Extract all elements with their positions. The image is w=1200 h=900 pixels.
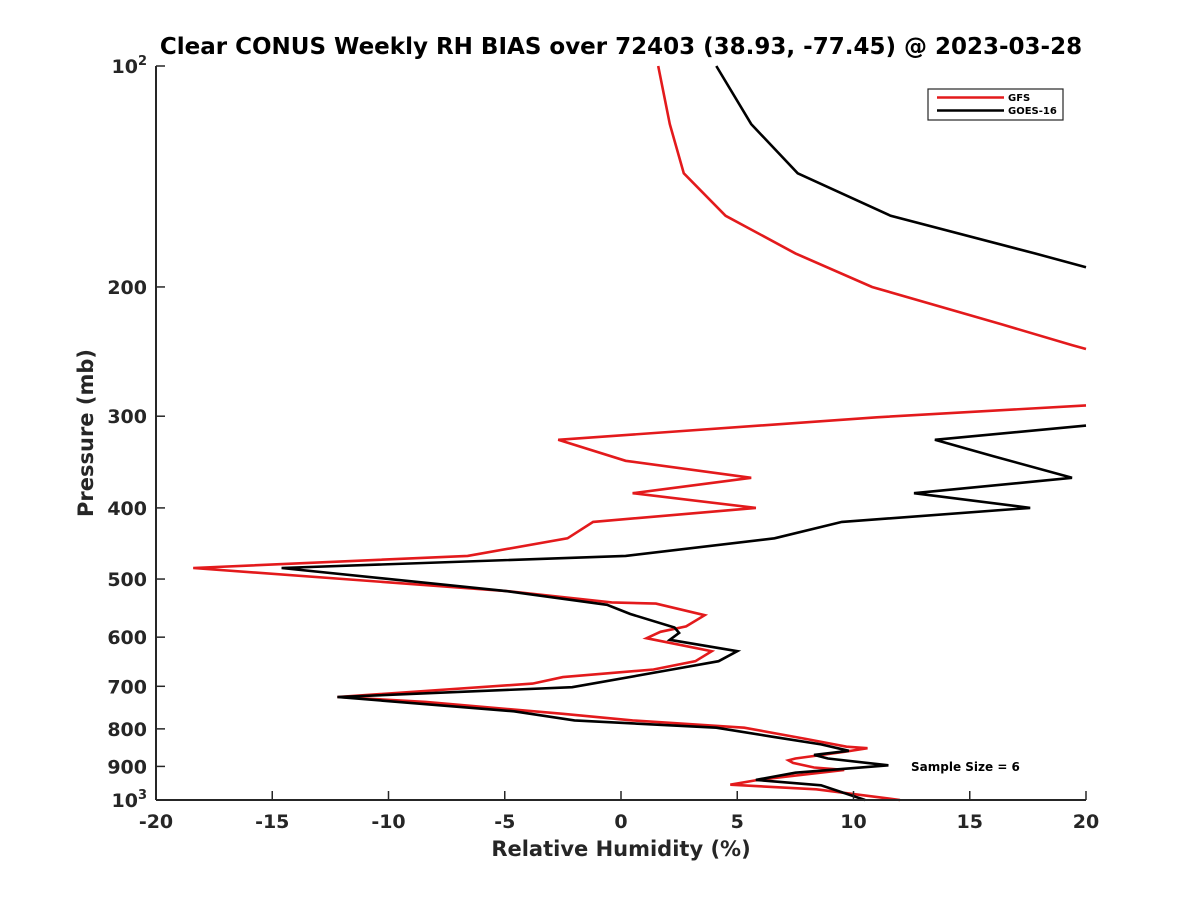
y-tick-label: 800	[107, 719, 147, 741]
x-tick-label: 10	[840, 811, 866, 833]
y-axis-ticks: 102 200 300 400 500 600 700 800 900 103	[107, 54, 165, 812]
y-tick-label: 900	[107, 756, 147, 778]
series-line-gfs-segment-1	[656, 65, 1087, 351]
y-tick-label: 400	[107, 498, 147, 520]
series-layer	[193, 65, 1087, 802]
x-tick-label: -5	[494, 811, 515, 833]
chart-title: Clear CONUS Weekly RH BIAS over 72403 (3…	[160, 34, 1082, 60]
y-tick-label: 700	[107, 676, 147, 698]
y-tick-label: 102	[112, 54, 148, 78]
x-tick-label: 5	[731, 811, 744, 833]
y-tick-label: 200	[107, 277, 147, 299]
x-axis-label: Relative Humidity (%)	[491, 837, 750, 861]
sample-size-annotation: Sample Size = 6	[911, 760, 1020, 774]
y-axis-label: Pressure (mb)	[74, 349, 98, 517]
legend-label-goes-16: GOES-16	[1008, 106, 1057, 117]
legend: GFS GOES-16	[927, 88, 1064, 121]
plot-area	[156, 66, 1086, 800]
x-tick-label: 20	[1073, 811, 1099, 833]
legend-box	[927, 88, 1064, 121]
x-tick-label: -15	[255, 811, 289, 833]
y-tick-label: 300	[107, 406, 147, 428]
x-tick-label: 15	[957, 811, 983, 833]
legend-label-gfs: GFS	[1008, 93, 1030, 104]
series-line-goes-16-segment-1	[715, 65, 1087, 269]
x-tick-label: -20	[139, 811, 173, 833]
series-line-goes-16-segment-2	[281, 424, 1087, 802]
y-tick-label: 500	[107, 569, 147, 591]
x-tick-label: -10	[371, 811, 405, 833]
x-axis-ticks: -20 -15 -10 -5 0 5 10 15 20	[139, 791, 1099, 833]
x-tick-label: 0	[614, 811, 627, 833]
series-line-gfs-segment-2	[193, 404, 1087, 802]
y-tick-label: 103	[112, 788, 148, 812]
y-tick-label: 600	[107, 627, 147, 649]
